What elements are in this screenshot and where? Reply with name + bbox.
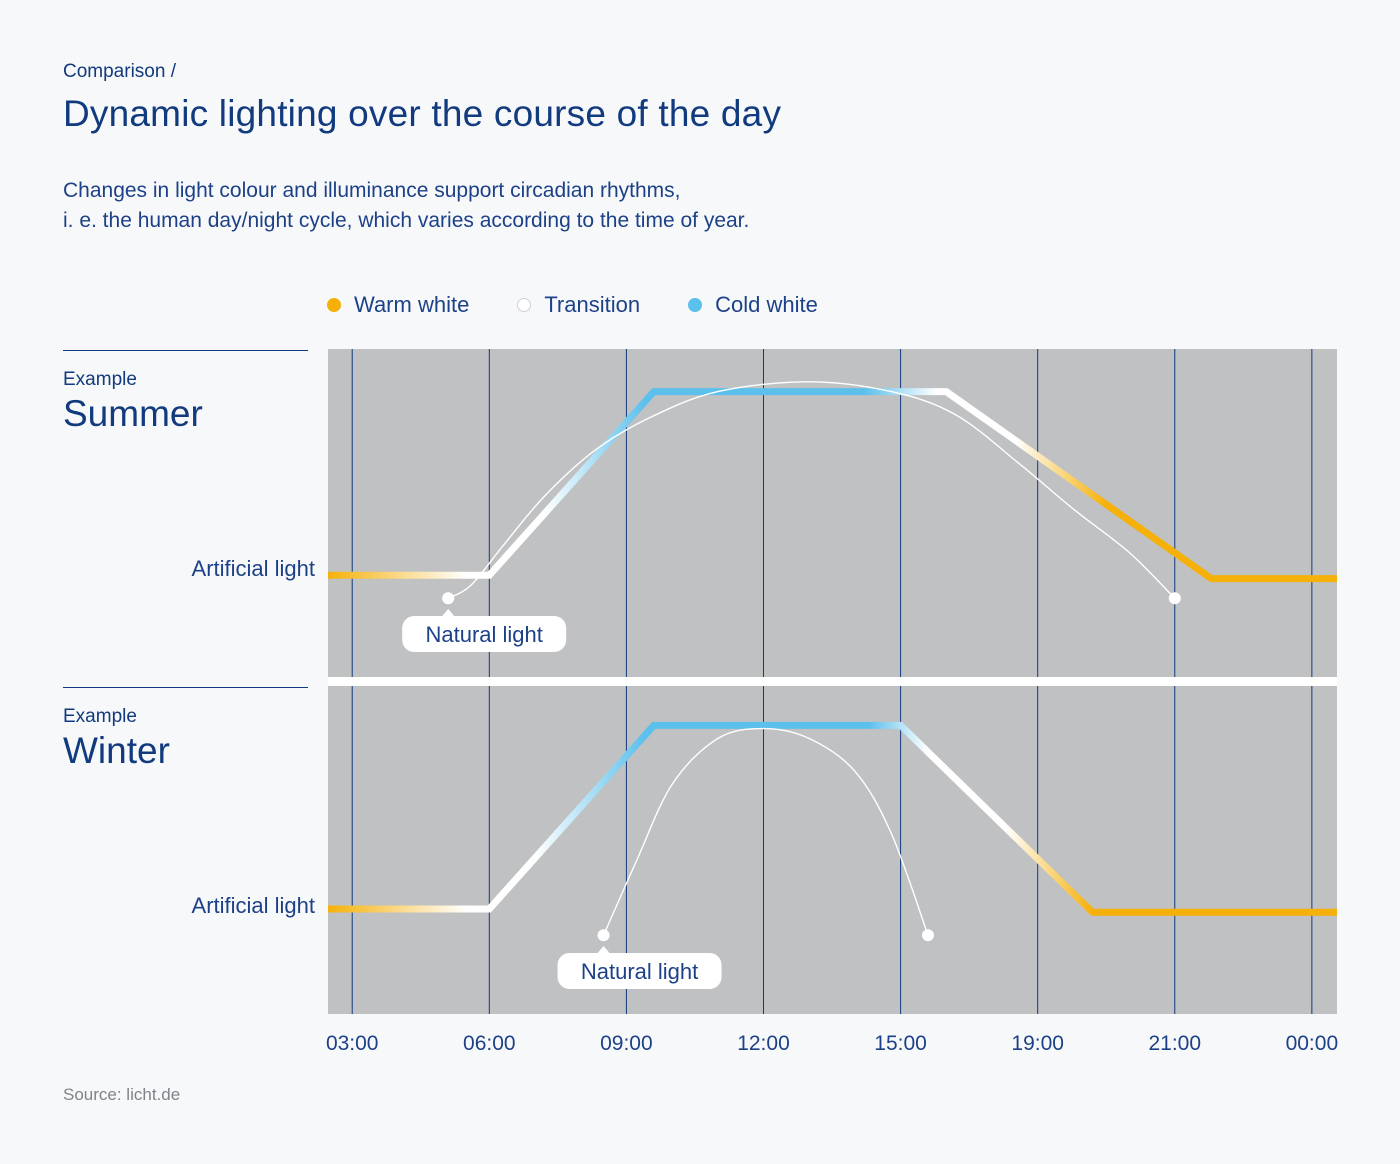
legend-item-transition: Transition [517,292,640,318]
x-tick-label: 21:00 [1148,1032,1201,1055]
artificial-light-line [328,721,1337,916]
x-tick-label: 19:00 [1011,1032,1064,1055]
natural-light-callout [557,953,722,989]
callout-pointer [442,609,455,616]
plot-background [328,686,1337,1014]
legend-item-cold-white: Cold white [688,292,818,318]
natural-light-curve [447,381,1176,599]
x-tick-label: 12:00 [737,1032,790,1055]
panel-separator [328,677,1337,686]
natural-light-label: Natural light [581,959,698,984]
warm-white-swatch [327,298,341,312]
season-title: Summer [63,393,203,434]
source-note: Source: licht.de [63,1085,181,1104]
legend-item-warm-white: Warm white [327,292,469,318]
legend-label: Cold white [715,292,818,317]
winter-panel-label: Example Winter [63,687,308,772]
legend-label: Transition [544,292,641,317]
x-tick-label: 15:00 [874,1032,927,1055]
natural-light-label: Natural light [425,622,542,647]
subtitle-line-1: Changes in light colour and illuminance … [63,179,681,202]
subtitle-line-2: i. e. the human day/night cycle, which v… [63,209,750,232]
summer-panel-label: Example Summer [63,350,308,435]
x-tick-label: 03:00 [326,1032,379,1055]
breadcrumb: Comparison / [63,61,176,82]
season-title: Winter [63,730,170,771]
artificial-light-line [328,388,1337,583]
example-label: Example [63,369,137,390]
subtitle: Changes in light colour and illuminance … [63,176,963,236]
natural-light-start-point [597,929,610,942]
natural-light-curve [602,727,929,936]
artificial-light-label: Artificial light [191,893,315,918]
legend-label: Warm white [354,292,470,317]
x-tick-label: 00:00 [1286,1032,1339,1055]
example-label: Example [63,706,137,727]
callout-pointer [597,946,610,953]
cold-white-swatch [688,298,703,312]
summer-plot: Natural light [328,349,1337,677]
x-tick-label: 09:00 [600,1032,653,1055]
transition-swatch [517,298,532,312]
winter-plot: Natural light [328,686,1337,1014]
natural-light-start-point [442,592,455,605]
natural-light-end-point [922,929,935,942]
natural-light-callout [402,616,567,652]
chart-legend: Warm white Transition Cold white [327,292,866,318]
page-title: Dynamic lighting over the course of the … [63,93,782,134]
artificial-light-label: Artificial light [191,556,315,581]
natural-light-end-point [1168,592,1181,605]
x-tick-label: 06:00 [463,1032,516,1055]
